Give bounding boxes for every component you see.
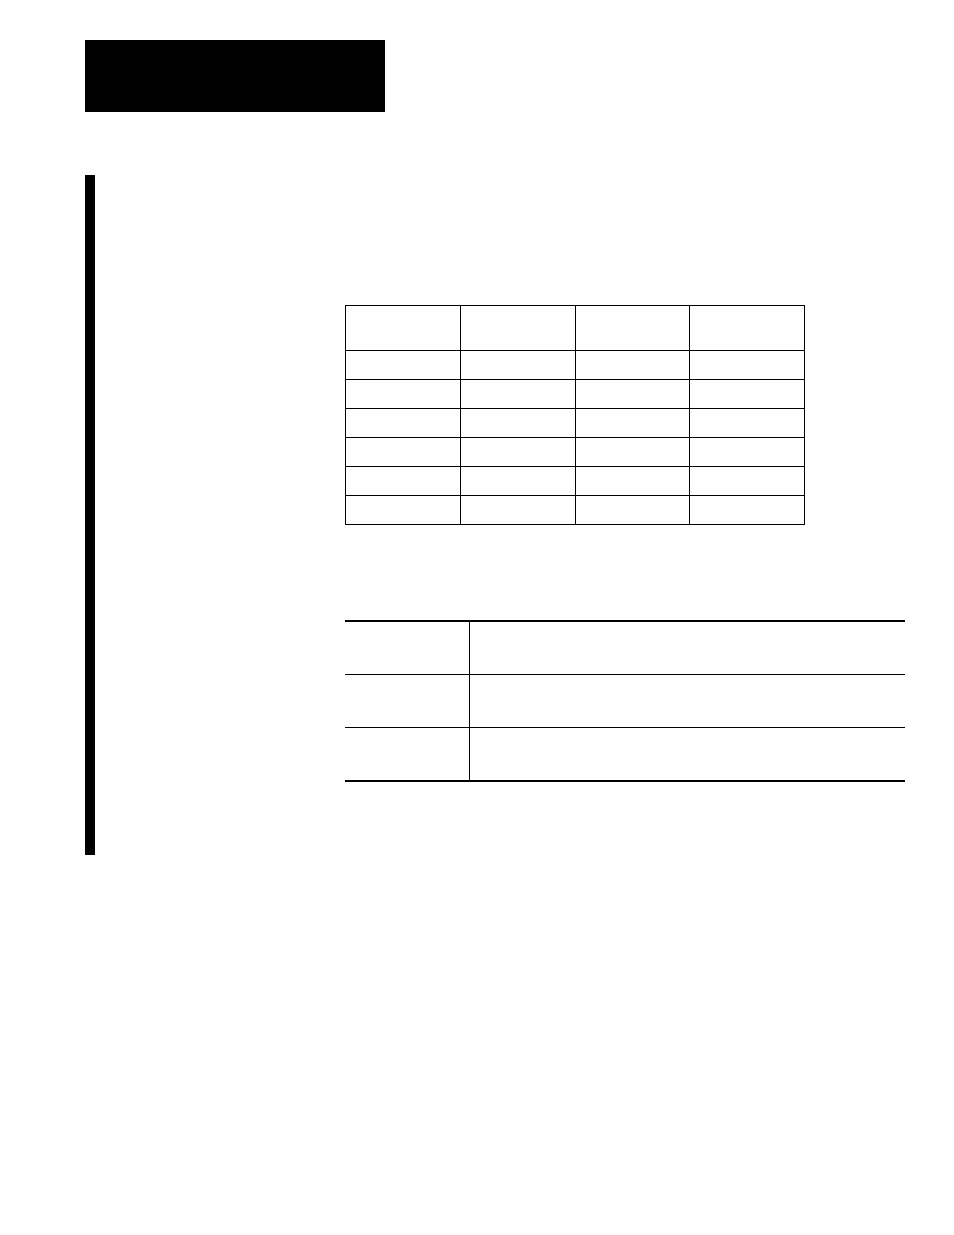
content-area	[115, 175, 895, 782]
table-row	[346, 496, 805, 525]
table-b-wrap	[345, 620, 905, 782]
table-row	[346, 467, 805, 496]
table-cell	[460, 438, 575, 467]
table-cell	[575, 306, 690, 351]
vertical-rule	[85, 175, 95, 855]
table-cell	[690, 380, 805, 409]
table-cell	[470, 728, 905, 782]
table-cell	[346, 467, 461, 496]
table-row	[346, 409, 805, 438]
table-cell	[460, 306, 575, 351]
table-cell	[346, 438, 461, 467]
table-cell	[575, 467, 690, 496]
table-cell	[470, 675, 905, 728]
table-cell	[470, 621, 905, 675]
table-cell	[346, 409, 461, 438]
table-cell	[345, 621, 470, 675]
table-b	[345, 620, 905, 782]
table-cell	[460, 409, 575, 438]
table-row	[345, 728, 905, 782]
table-cell	[690, 409, 805, 438]
table-cell	[575, 438, 690, 467]
table-row	[345, 621, 905, 675]
table-cell	[346, 351, 461, 380]
table-row	[346, 380, 805, 409]
table-row	[346, 438, 805, 467]
table-a	[345, 305, 805, 525]
table-cell	[575, 496, 690, 525]
page	[0, 0, 954, 1235]
table-cell	[460, 380, 575, 409]
table-cell	[690, 496, 805, 525]
table-cell	[575, 351, 690, 380]
table-cell	[575, 409, 690, 438]
table-row	[345, 675, 905, 728]
table-cell	[690, 351, 805, 380]
table-cell	[690, 306, 805, 351]
table-row	[346, 351, 805, 380]
table-row	[346, 306, 805, 351]
table-cell	[460, 496, 575, 525]
table-cell	[345, 675, 470, 728]
table-cell	[346, 380, 461, 409]
table-a-wrap	[345, 305, 805, 525]
table-cell	[460, 467, 575, 496]
table-cell	[346, 496, 461, 525]
table-cell	[575, 380, 690, 409]
table-cell	[460, 351, 575, 380]
table-cell	[345, 728, 470, 782]
table-cell	[690, 467, 805, 496]
header-block	[85, 40, 385, 112]
table-cell	[346, 306, 461, 351]
table-cell	[690, 438, 805, 467]
